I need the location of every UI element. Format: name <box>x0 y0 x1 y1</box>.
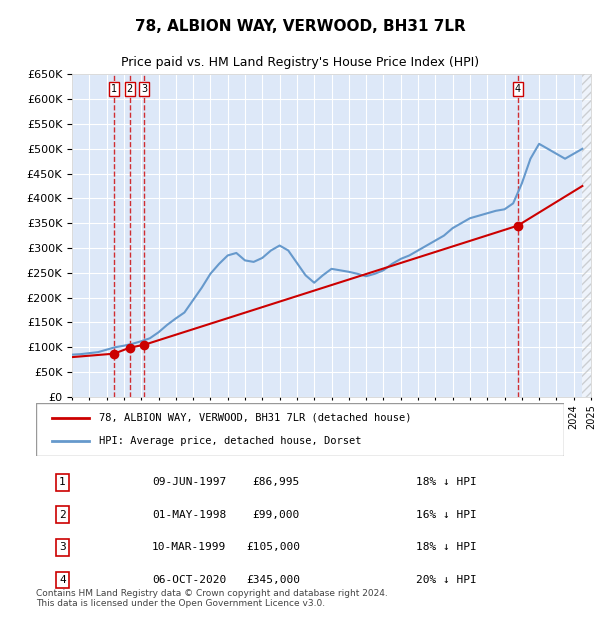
Text: 4: 4 <box>59 575 66 585</box>
Text: 16% ↓ HPI: 16% ↓ HPI <box>416 510 477 520</box>
Text: 18% ↓ HPI: 18% ↓ HPI <box>416 542 477 552</box>
Text: £86,995: £86,995 <box>253 477 300 487</box>
Text: 3: 3 <box>59 542 66 552</box>
Text: 10-MAR-1999: 10-MAR-1999 <box>152 542 226 552</box>
Text: 1: 1 <box>59 477 66 487</box>
Text: 2: 2 <box>127 84 133 94</box>
Text: £345,000: £345,000 <box>246 575 300 585</box>
Text: £105,000: £105,000 <box>246 542 300 552</box>
Text: Contains HM Land Registry data © Crown copyright and database right 2024.
This d: Contains HM Land Registry data © Crown c… <box>36 589 388 608</box>
Text: 18% ↓ HPI: 18% ↓ HPI <box>416 477 477 487</box>
Text: £99,000: £99,000 <box>253 510 300 520</box>
Text: 1: 1 <box>111 84 117 94</box>
Text: 4: 4 <box>515 84 521 94</box>
Text: 06-OCT-2020: 06-OCT-2020 <box>152 575 226 585</box>
Text: 01-MAY-1998: 01-MAY-1998 <box>152 510 226 520</box>
Text: HPI: Average price, detached house, Dorset: HPI: Average price, detached house, Dors… <box>100 436 362 446</box>
Text: 20% ↓ HPI: 20% ↓ HPI <box>416 575 477 585</box>
Text: Price paid vs. HM Land Registry's House Price Index (HPI): Price paid vs. HM Land Registry's House … <box>121 56 479 69</box>
Text: 78, ALBION WAY, VERWOOD, BH31 7LR (detached house): 78, ALBION WAY, VERWOOD, BH31 7LR (detac… <box>100 413 412 423</box>
Text: 2: 2 <box>59 510 66 520</box>
Text: 3: 3 <box>142 84 148 94</box>
Text: 78, ALBION WAY, VERWOOD, BH31 7LR: 78, ALBION WAY, VERWOOD, BH31 7LR <box>134 19 466 33</box>
Text: 09-JUN-1997: 09-JUN-1997 <box>152 477 226 487</box>
